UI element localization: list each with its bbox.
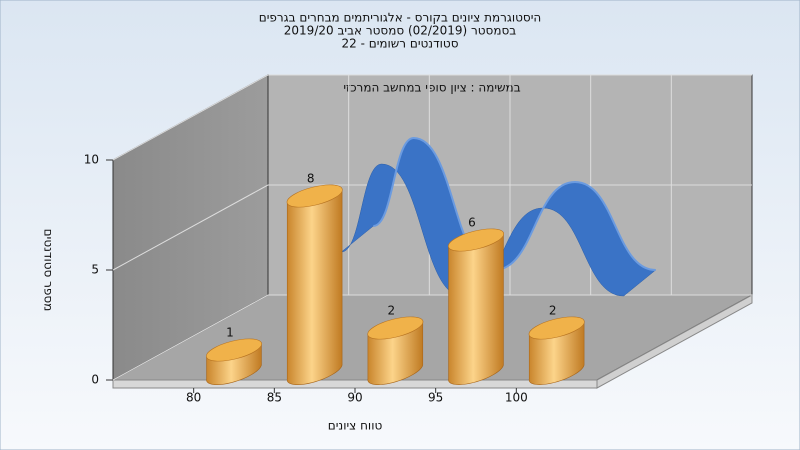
bar: [286, 184, 343, 385]
bar-top: [367, 316, 424, 340]
bar: [206, 338, 262, 385]
chart-title: בסמסטר (02/2019) סמסטר אביב 2019/20: [284, 24, 516, 38]
value-label: 2: [388, 304, 396, 318]
bar-top: [206, 338, 262, 362]
floor-edge: [112, 379, 598, 389]
bar-body: [286, 188, 343, 385]
bar-body: [448, 232, 504, 385]
bar-top: [528, 316, 585, 340]
value-label: 2: [549, 304, 557, 318]
bar-top: [448, 228, 504, 252]
annotation: במשימה : ציון סופי במחשב המרכזי: [343, 81, 520, 95]
y-tick-label: 10: [84, 153, 99, 167]
grid-line: [112, 294, 269, 381]
y-tick-label: 0: [91, 373, 99, 387]
bar: [367, 316, 424, 385]
x-tick-label: 80: [186, 391, 201, 405]
chart-title: סטודנטים רשומים - 22: [341, 37, 458, 51]
value-label: 8: [307, 172, 315, 186]
bar: [448, 228, 504, 385]
value-label: 1: [226, 326, 234, 340]
grid-line: [112, 74, 269, 161]
x-tick-label: 95: [428, 391, 443, 405]
y-tick-label: 5: [91, 263, 99, 277]
grid-line: [112, 184, 269, 271]
x-axis-label: טווח ציונים: [328, 419, 383, 433]
bar-top: [286, 184, 343, 208]
x-tick-label: 90: [347, 391, 362, 405]
y-axis-label: מספר סטודנטים: [42, 229, 56, 312]
value-label: 6: [468, 216, 476, 230]
x-tick-label: 85: [267, 391, 282, 405]
chart-title: היסטוגרמת ציונים בקורס - אלגוריתמים מבחר…: [259, 11, 541, 25]
bar: [528, 316, 585, 385]
x-tick-label: 100: [505, 391, 528, 405]
